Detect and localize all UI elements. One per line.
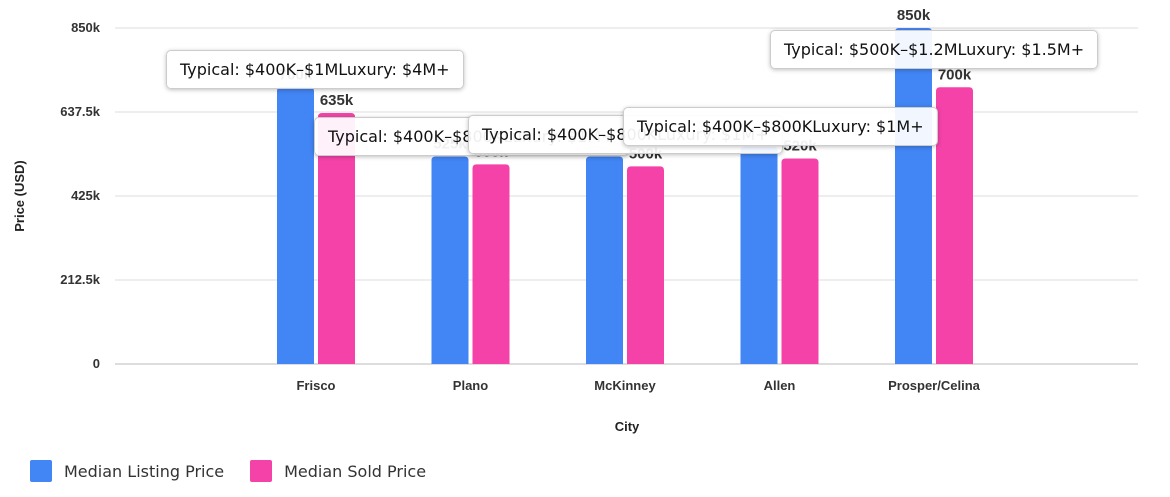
bar[interactable]: [936, 87, 973, 364]
y-tick-label: 637.5k: [60, 104, 101, 119]
y-axis-title: Price (USD): [12, 160, 27, 232]
bar-value-label: 850k: [897, 7, 931, 24]
bar[interactable]: [431, 156, 469, 364]
y-tick-label: 212.5k: [60, 272, 101, 287]
y-tick-label: 0: [93, 356, 100, 371]
legend-swatch-listing: [30, 460, 52, 482]
x-tick-label: Plano: [453, 378, 488, 393]
bar-value-label: 700k: [938, 66, 972, 83]
bar-value-label: 635k: [320, 92, 354, 109]
x-tick-label: McKinney: [594, 378, 656, 393]
bar[interactable]: [277, 87, 314, 364]
x-tick-label: Frisco: [296, 378, 335, 393]
bar[interactable]: [627, 166, 664, 364]
legend-label-sold: Median Sold Price: [284, 461, 427, 481]
bar[interactable]: [586, 156, 623, 364]
x-tick-label: Prosper/Celina: [888, 378, 981, 393]
bar[interactable]: [472, 164, 510, 364]
bar[interactable]: [318, 112, 355, 364]
x-axis-ticks: Frisco Plano McKinney Allen Prosper/Celina: [296, 378, 980, 393]
y-tick-label: 850k: [71, 20, 101, 35]
y-axis-ticks: 0 212.5k 425k 637.5k 850k: [60, 20, 101, 371]
tooltip: Typical: $500K–$1.2MLuxury: $1.5M+: [770, 30, 1099, 69]
tooltip: Typical: $400K–$800KLuxury: $1M+: [623, 107, 938, 146]
legend-label-listing: Median Listing Price: [64, 461, 225, 481]
legend-item-listing[interactable]: Median Listing Price: [30, 460, 224, 482]
bar[interactable]: [895, 28, 932, 364]
legend-swatch-sold: [250, 460, 273, 482]
x-axis-title: City: [615, 419, 640, 434]
y-tick-label: 425k: [71, 188, 101, 203]
bar[interactable]: [740, 146, 778, 364]
bar[interactable]: [781, 158, 819, 364]
legend: Median Listing Price Median Sold Price: [30, 460, 426, 482]
x-tick-label: Allen: [764, 378, 796, 393]
tooltip: Typical: $400K–$1MLuxury: $4M+: [166, 50, 464, 89]
legend-item-sold[interactable]: Median Sold Price: [250, 460, 426, 482]
